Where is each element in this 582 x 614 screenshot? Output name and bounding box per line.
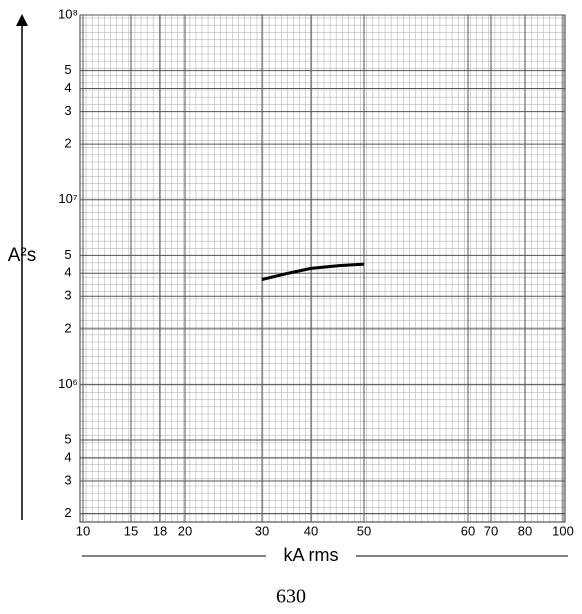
x-tick-label: 70 xyxy=(484,523,498,538)
x-tick-label: 60 xyxy=(461,523,475,538)
y-tick-label: 3 xyxy=(64,288,71,303)
y-tick-label: 5 xyxy=(64,62,71,77)
x-axis-label: kA rms xyxy=(283,545,338,565)
y-tick-label: 4 xyxy=(64,449,71,464)
y-tick-label: 4 xyxy=(64,265,71,280)
y-tick-label: 2 xyxy=(64,136,71,151)
x-tick-label: 80 xyxy=(518,523,532,538)
y-tick-label: 4 xyxy=(64,80,71,95)
label-bg xyxy=(266,546,356,566)
y-tick-label: 2 xyxy=(64,505,71,520)
y-tick-label: 10⁷ xyxy=(58,191,77,206)
y-tick-label: 3 xyxy=(64,103,71,118)
x-tick-label: 20 xyxy=(178,523,192,538)
caption: 630 xyxy=(276,586,306,608)
x-tick-label: 50 xyxy=(357,523,371,538)
y-tick-label: 10⁶ xyxy=(58,376,78,391)
x-tick-label: 40 xyxy=(304,523,318,538)
x-tick-label: 15 xyxy=(124,523,138,538)
grid xyxy=(79,14,566,523)
y-tick-label: 5 xyxy=(64,247,71,262)
curve xyxy=(261,262,365,281)
x-tick-label: 30 xyxy=(255,523,269,538)
y-tick-label: 10⁸ xyxy=(58,6,78,21)
x-tick-label: 18 xyxy=(153,523,167,538)
y-axis-label: A²s xyxy=(8,245,37,266)
x-tick-label: 100 xyxy=(552,523,574,538)
y-tick-label: 2 xyxy=(64,320,71,335)
x-tick-label: 10 xyxy=(76,523,90,538)
y-tick-label: 3 xyxy=(64,472,71,487)
y-tick-label: 5 xyxy=(64,431,71,446)
